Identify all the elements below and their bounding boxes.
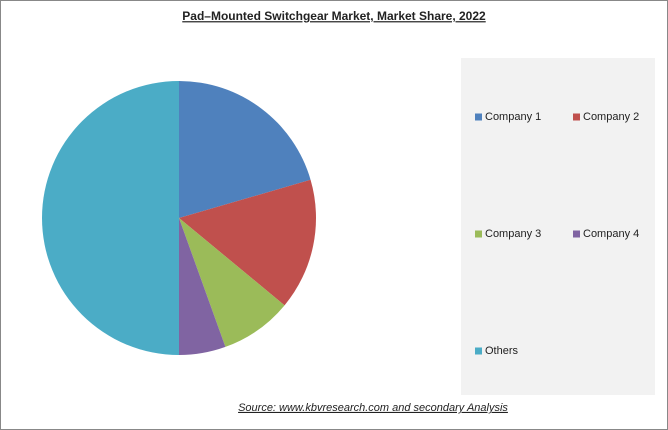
pie-slice <box>179 218 285 347</box>
legend-swatch <box>573 113 580 121</box>
legend-label: Company 4 <box>583 228 639 240</box>
legend-label: Others <box>485 345 519 357</box>
legend-swatch <box>573 230 580 238</box>
legend-swatch <box>475 230 482 238</box>
legend-box <box>461 58 655 395</box>
legend-label: Company 2 <box>583 111 639 123</box>
legend-swatch <box>475 113 482 121</box>
source-note: Source: www.kbvresearch.com and secondar… <box>238 402 508 414</box>
pie-slice <box>42 81 179 355</box>
chart-title: Pad–Mounted Switchgear Market, Market Sh… <box>182 9 486 23</box>
pie-slice <box>179 81 311 218</box>
legend-label: Company 3 <box>485 228 541 240</box>
pie-slice <box>179 218 226 355</box>
legend-swatch <box>475 347 482 355</box>
legend-label: Company 1 <box>485 111 541 123</box>
pie-slice <box>179 179 317 306</box>
